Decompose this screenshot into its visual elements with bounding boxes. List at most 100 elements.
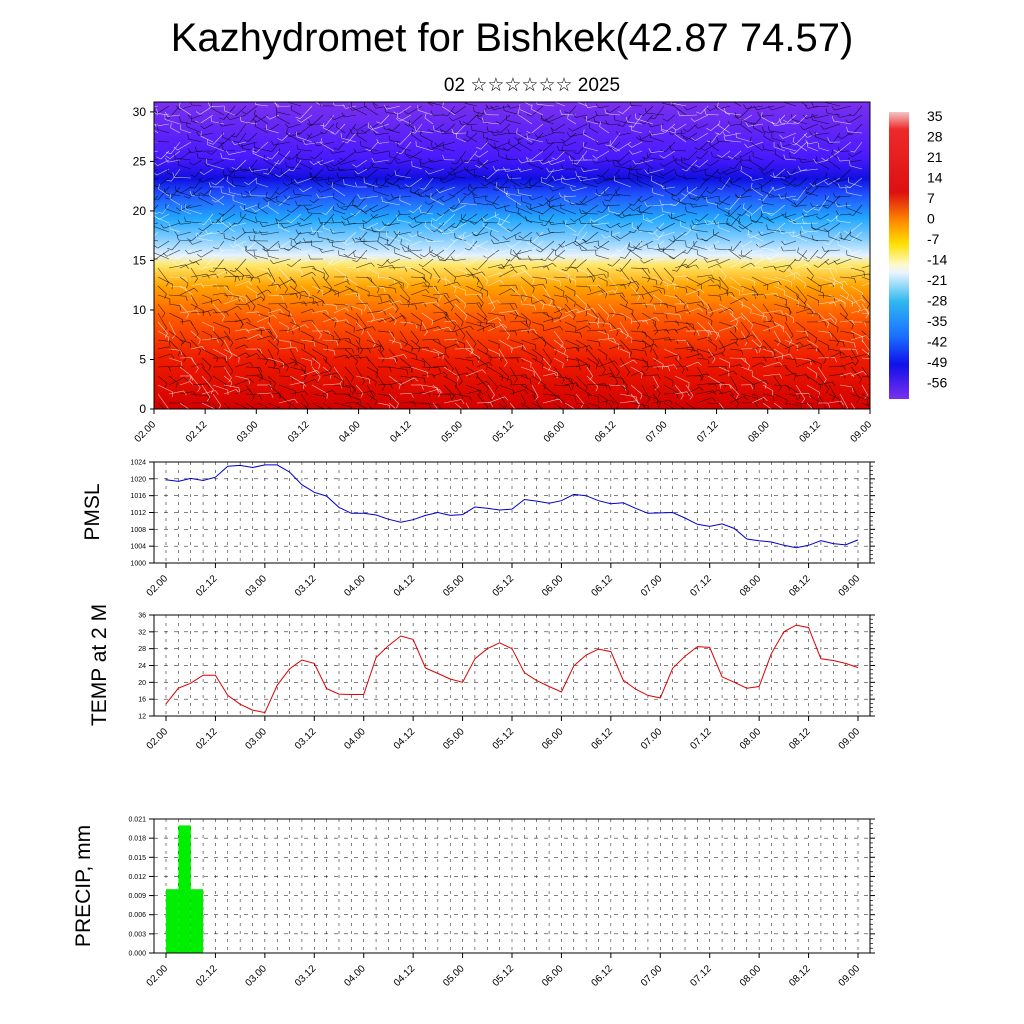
wind-barb-flag [183, 195, 189, 199]
wind-barb-flag [459, 219, 464, 224]
wind-barb-flag [314, 176, 318, 181]
wind-barb-flag [706, 197, 708, 203]
wind-barb-flag [643, 157, 646, 163]
wind-barb-flag [842, 373, 846, 379]
wind-barb-flag [481, 271, 486, 276]
wind-barb [487, 366, 503, 376]
wind-barb-flag [330, 228, 333, 234]
wind-barb [553, 339, 566, 350]
wind-barb-flag [308, 254, 311, 260]
wind-barb [223, 294, 239, 297]
wind-barb [654, 105, 665, 120]
wind-barb-flag [725, 366, 728, 372]
wind-barb [753, 127, 764, 134]
wind-barb-flag [778, 387, 782, 392]
wind-barb [609, 145, 621, 152]
wind-barb-flag [815, 156, 817, 162]
wind-barb-flag [675, 157, 677, 163]
wind-barb [718, 125, 731, 134]
wind-barb-flag [785, 212, 787, 218]
wind-barb [705, 174, 720, 179]
precip-y-label: PRECIP, mm [72, 825, 95, 947]
wind-barb [576, 150, 588, 165]
wind-barb-flag [361, 329, 364, 335]
wind-barb-flag [309, 199, 314, 203]
wind-barb [509, 294, 522, 297]
wind-barb-flag [515, 303, 518, 309]
wind-barb-flag [811, 403, 814, 409]
wind-barb-flag [596, 189, 598, 195]
wind-barb [352, 204, 368, 215]
wind-barb-flag [871, 400, 872, 405]
wind-barb [509, 264, 525, 269]
wind-barb [631, 159, 643, 171]
wind-barb [806, 204, 819, 213]
wind-barb [317, 177, 335, 181]
wind-barb-flag [816, 256, 822, 259]
wind-barb [806, 339, 818, 347]
wind-barb [679, 202, 698, 206]
wind-barb-flag [856, 398, 860, 403]
wind-barb [711, 213, 720, 223]
wind-barb [355, 262, 372, 269]
wind-barb-flag [785, 411, 786, 416]
wind-barb [179, 339, 191, 344]
x-tick-label: 07.12 [688, 573, 714, 599]
wind-barb-flag [806, 374, 809, 380]
wind-barb [453, 258, 467, 262]
wind-barb-flag [798, 166, 801, 172]
wind-barb-flag [241, 111, 247, 115]
wind-barb-flag [415, 304, 418, 310]
wind-barb [751, 285, 759, 295]
wind-barb-flag [639, 135, 642, 141]
wind-barb [676, 175, 687, 179]
wind-barb [773, 264, 790, 269]
wind-barb-flag [218, 212, 224, 216]
wind-barb-flag [381, 345, 385, 351]
x-tick-label: 08.12 [787, 573, 813, 599]
wind-barb [190, 294, 198, 306]
wind-barb [483, 137, 500, 143]
wind-barb [179, 276, 189, 284]
wind-barb [455, 176, 467, 179]
wind-barb [762, 303, 773, 318]
wind-barb [707, 366, 726, 368]
wind-barb-flag [497, 300, 502, 305]
wind-barb-flag [691, 137, 696, 142]
wind-barb [476, 222, 489, 236]
wind-barb-flag [568, 199, 572, 205]
x-tick-label: 08.00 [738, 963, 764, 989]
wind-barb [597, 177, 610, 185]
wind-barb [386, 105, 401, 110]
wind-barb [840, 186, 852, 189]
wind-barb [828, 400, 842, 404]
wind-barb-flag [772, 249, 777, 252]
wind-barb-flag [437, 387, 439, 393]
wind-barb [170, 228, 181, 233]
wind-barb-flag [651, 175, 653, 181]
wind-barb-flag [652, 187, 654, 193]
wind-barb [213, 258, 225, 273]
wind-barb-flag [251, 150, 257, 153]
wind-barb-flag [491, 130, 495, 136]
wind-barb-flag [704, 109, 707, 115]
wind-barb [841, 238, 852, 242]
wind-barb [454, 348, 471, 350]
wind-barb [157, 330, 170, 338]
wind-barb-flag [654, 330, 659, 335]
wind-barb [737, 195, 753, 199]
wind-barb [301, 249, 313, 254]
wind-barb-flag [564, 349, 567, 354]
wind-barb-flag [779, 118, 782, 124]
wind-barb [730, 251, 742, 260]
wind-barb-flag [355, 284, 358, 290]
wind-barb-flag [787, 218, 792, 223]
wind-barb-flag [451, 162, 457, 165]
wind-barb-flag [509, 415, 511, 420]
wind-barb [278, 384, 296, 392]
wind-barb [609, 211, 621, 215]
wind-barb-flag [369, 396, 374, 401]
wind-barb-flag [651, 341, 655, 347]
wind-barb-flag [637, 198, 642, 203]
wind-barb-flag [274, 102, 278, 108]
